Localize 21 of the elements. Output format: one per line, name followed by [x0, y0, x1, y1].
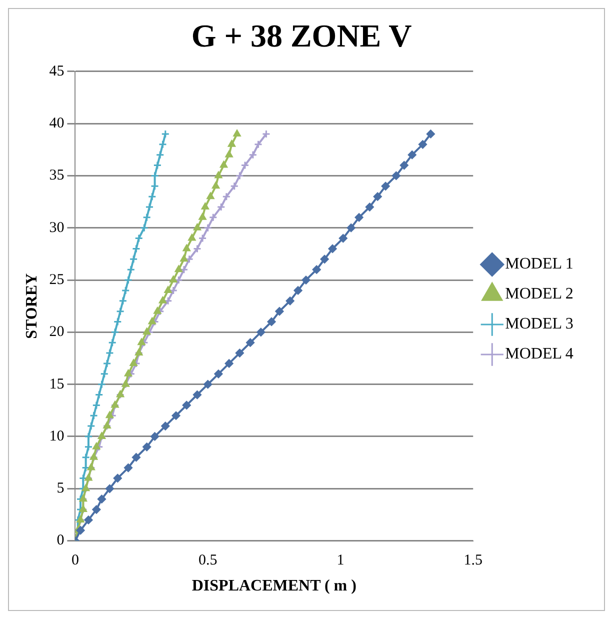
y-tick-label: 35: [49, 168, 64, 184]
y-tick-label: 20: [49, 324, 64, 340]
y-tick-label: 30: [49, 220, 64, 236]
x-tick-label: 1.5: [464, 552, 482, 569]
chart-title: G + 38 ZONE V: [191, 17, 412, 54]
x-tick-label: 0.5: [198, 552, 218, 569]
legend-label: MODEL 1: [505, 256, 574, 273]
y-axis-title: STOREY: [24, 272, 41, 339]
y-tick-label: 45: [49, 63, 64, 80]
y-tick-label: 15: [49, 376, 64, 392]
x-tick-label: 0: [71, 552, 79, 569]
x-axis-title: DISPLACEMENT ( m ): [192, 578, 356, 595]
legend-label: MODEL 2: [505, 286, 574, 303]
y-tick-label: 0: [56, 532, 64, 549]
y-tick-label: 10: [49, 428, 64, 444]
y-tick-label: 25: [49, 272, 64, 288]
legend-label: MODEL 4: [505, 346, 574, 363]
x-tick-label: 1: [336, 552, 344, 569]
y-tick-label: 5: [56, 480, 64, 497]
legend-label: MODEL 3: [505, 316, 574, 333]
y-tick-label: 40: [49, 115, 64, 132]
